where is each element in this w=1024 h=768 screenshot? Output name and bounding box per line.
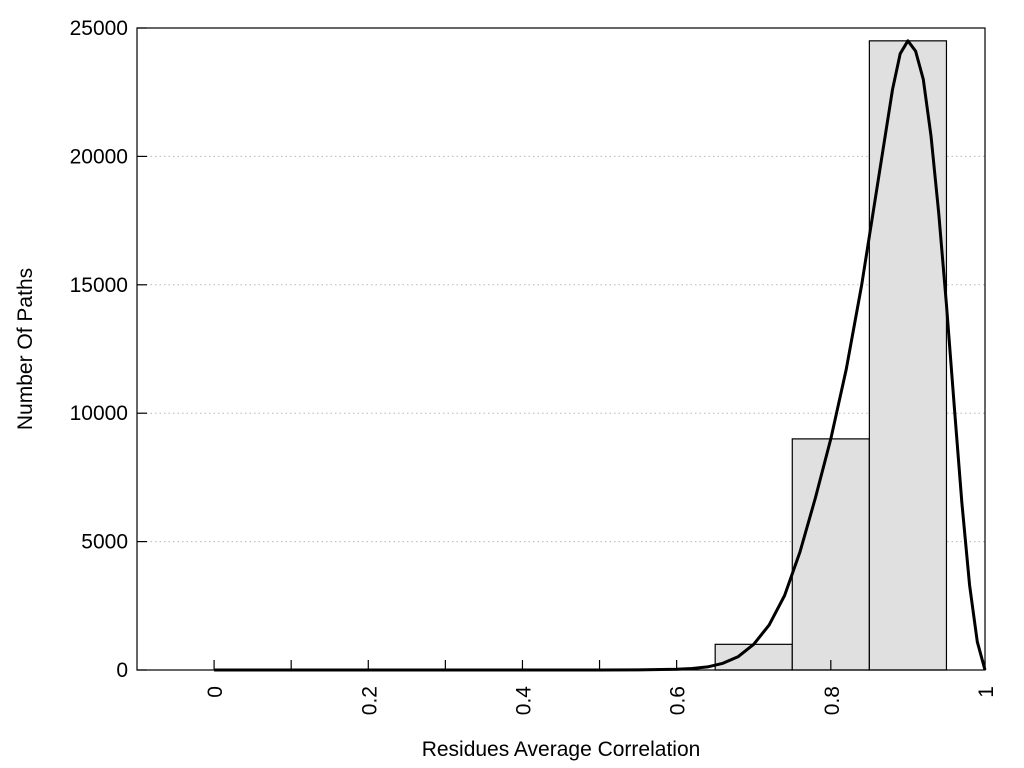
- bars-layer: [714, 40, 948, 671]
- histogram-bar: [714, 643, 793, 671]
- y-tick-label: 5000: [81, 531, 128, 554]
- y-tick-label: 20000: [70, 145, 128, 168]
- y-tick-label: 15000: [70, 274, 128, 297]
- x-tick-label: 0.6: [667, 686, 690, 715]
- y-ticks-layer: 0 5000 10000 15000 20000 25000: [70, 17, 147, 682]
- x-tick-label: 1: [975, 686, 998, 698]
- histogram-bar: [791, 438, 870, 671]
- x-tick-label: 0.2: [358, 686, 381, 715]
- x-axis-title: Residues Average Correlation: [422, 738, 701, 761]
- x-tick-label: 0: [204, 686, 227, 698]
- y-axis-title: Number Of Paths: [14, 268, 37, 430]
- plot-frame: [136, 27, 986, 671]
- x-tick-label: 0.4: [512, 686, 535, 716]
- y-tick-label: 0: [116, 659, 128, 682]
- y-tick-label: 10000: [70, 402, 128, 425]
- histogram-bar: [868, 40, 948, 671]
- x-ticks-layer: 0 0.2 0.4 0.6 0.8 1: [204, 660, 998, 715]
- x-tick-label: 0.8: [821, 686, 844, 715]
- y-tick-label: 25000: [70, 17, 128, 40]
